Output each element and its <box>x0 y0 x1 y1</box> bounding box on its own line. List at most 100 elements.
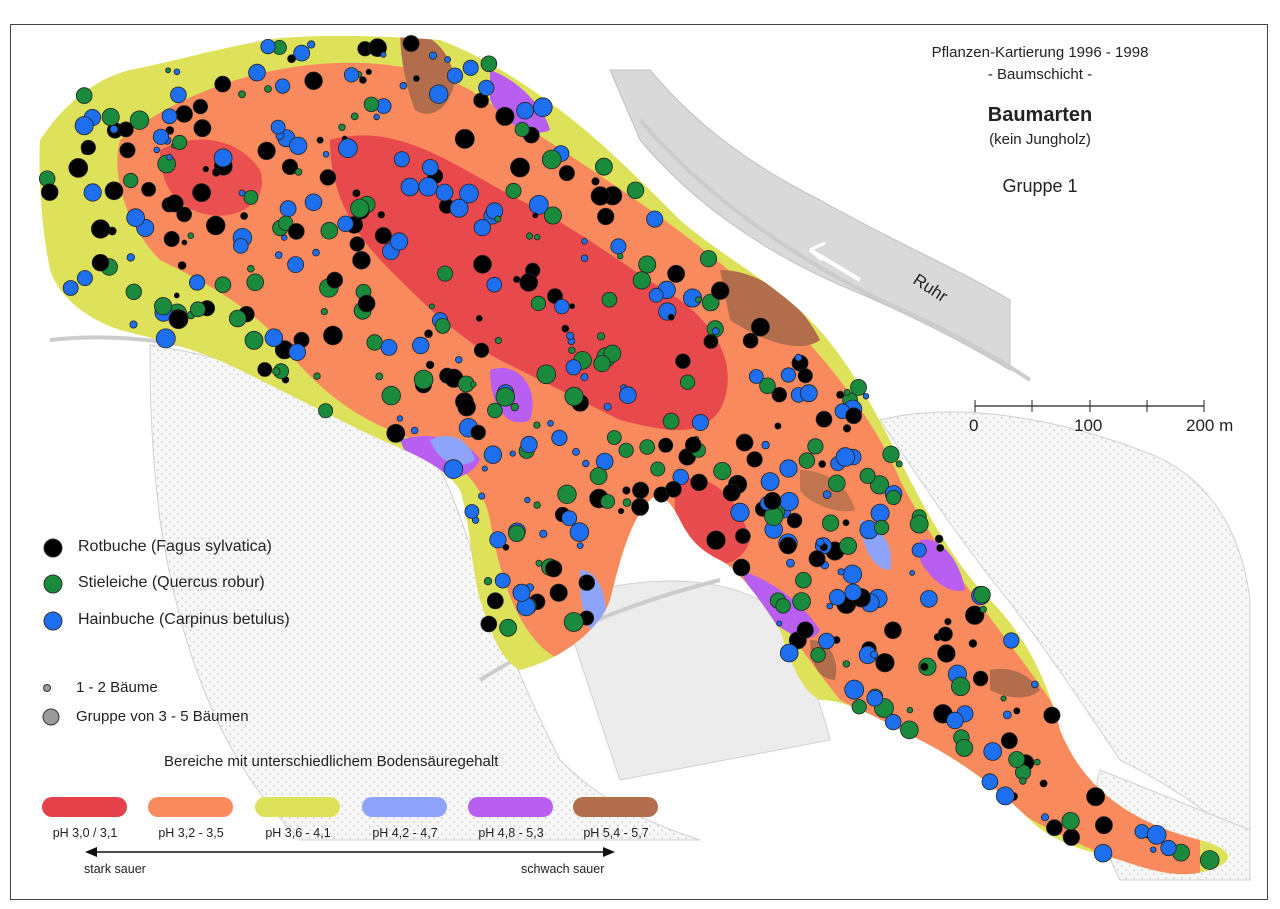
tree-marker <box>499 618 518 637</box>
tree-marker <box>735 528 751 544</box>
tree-marker <box>125 283 143 301</box>
tree-marker <box>569 303 576 310</box>
tree-marker <box>214 75 232 93</box>
tree-marker <box>412 75 420 82</box>
tree-marker <box>481 465 488 472</box>
tree-marker <box>352 251 371 270</box>
tree-marker <box>443 459 464 479</box>
tree-marker <box>551 429 568 446</box>
tree-marker <box>742 332 759 349</box>
tree-marker <box>545 560 563 578</box>
tree-marker <box>536 364 557 385</box>
legend-label-large: Gruppe von 3 - 5 Bäumen <box>76 708 249 725</box>
tree-marker <box>909 570 915 576</box>
tree-marker <box>828 588 846 606</box>
tree-marker <box>779 459 798 478</box>
tree-marker <box>582 459 590 468</box>
tree-marker <box>593 354 611 373</box>
tree-marker <box>350 112 359 121</box>
tree-marker <box>338 138 358 159</box>
tree-marker <box>679 374 696 390</box>
tree-marker <box>264 328 284 347</box>
tree-marker <box>80 139 96 156</box>
tree-marker <box>494 572 511 589</box>
tree-marker <box>572 447 580 456</box>
tree-marker <box>434 317 451 334</box>
tree-marker <box>576 542 584 549</box>
tree-marker <box>129 110 150 130</box>
tree-marker <box>859 467 876 484</box>
tree-marker <box>610 238 627 255</box>
tree-marker <box>601 291 618 308</box>
tree-marker <box>761 440 770 450</box>
tree-marker <box>554 298 570 315</box>
tree-marker <box>565 359 582 376</box>
tree-marker <box>543 206 562 225</box>
tree-marker <box>842 424 852 433</box>
legend-marker-hainbuche <box>43 611 63 631</box>
tree-marker <box>494 336 502 345</box>
tree-marker <box>519 273 538 292</box>
tree-marker <box>631 497 649 516</box>
tree-marker <box>41 183 59 201</box>
scale-tick-100: 100 <box>1074 416 1103 435</box>
tree-marker <box>495 106 515 126</box>
legend-marker-small <box>43 684 51 692</box>
tree-marker <box>786 558 795 568</box>
tree-marker <box>464 504 480 519</box>
tree-marker <box>528 194 549 215</box>
tree-marker <box>152 128 169 145</box>
tree-marker <box>606 430 622 445</box>
tree-marker <box>304 71 323 91</box>
acid-label-strong: stark sauer <box>84 862 146 876</box>
map-subtitle: (kein Jungholz) <box>989 131 1091 148</box>
tree-marker <box>722 483 741 502</box>
map-title-line2: - Baumschicht - <box>987 66 1093 83</box>
tree-marker <box>205 215 226 236</box>
tree-marker <box>1150 846 1157 853</box>
tree-marker <box>821 514 840 532</box>
tree-marker <box>513 275 521 283</box>
tree-marker <box>181 239 188 246</box>
tree-marker <box>1062 828 1081 846</box>
tree-marker <box>163 230 180 247</box>
tree-marker <box>667 264 685 283</box>
legend-label-hainbuche: Hainbuche (Carpinus betulus) <box>78 611 290 628</box>
tree-marker <box>808 550 826 568</box>
tree-marker <box>1008 751 1026 768</box>
tree-marker <box>307 40 316 49</box>
tree-marker <box>851 699 867 715</box>
tree-marker <box>699 250 718 268</box>
tree-marker <box>596 332 606 341</box>
tree-marker <box>189 274 206 291</box>
tree-marker <box>797 368 813 384</box>
tree-marker <box>590 186 610 206</box>
tree-marker <box>547 419 554 427</box>
tree-marker <box>862 393 870 400</box>
tree-marker <box>349 236 365 252</box>
tree-marker <box>386 423 406 443</box>
tree-marker <box>177 261 187 270</box>
tree-marker <box>589 467 608 486</box>
tree-marker <box>495 387 516 407</box>
tree-marker <box>189 301 206 318</box>
tree-marker <box>316 136 324 144</box>
tree-marker <box>532 212 539 219</box>
tree-marker <box>1046 819 1063 836</box>
tree-marker <box>257 362 273 377</box>
tree-marker <box>685 436 702 454</box>
tree-marker <box>780 367 797 383</box>
tree-marker <box>172 134 188 150</box>
tree-marker <box>950 676 971 697</box>
tree-marker <box>844 679 865 700</box>
tree-marker <box>711 327 720 336</box>
tree-marker <box>786 512 803 529</box>
tree-marker <box>626 181 645 200</box>
tree-marker <box>155 328 176 349</box>
tree-marker <box>410 426 419 435</box>
tree-marker <box>248 63 266 82</box>
tree-marker <box>486 592 504 610</box>
tree-marker <box>502 543 510 551</box>
tree-marker <box>580 373 589 382</box>
tree-marker <box>617 253 624 260</box>
